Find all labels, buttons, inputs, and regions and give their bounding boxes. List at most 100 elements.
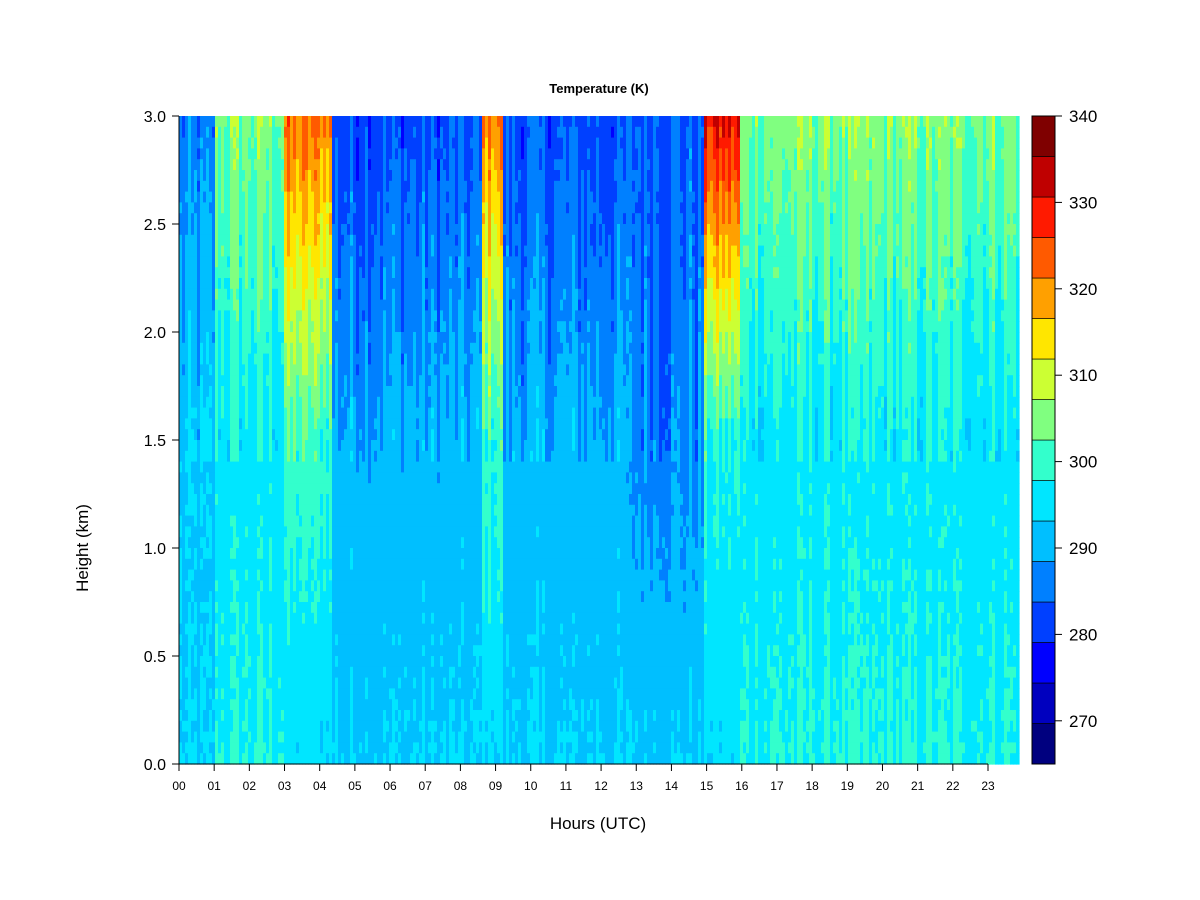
heatmap-cell: [329, 202, 333, 214]
heatmap-cell: [323, 677, 327, 689]
heatmap-cell: [365, 558, 369, 571]
heatmap-cell: [398, 234, 402, 247]
heatmap-cell: [386, 418, 390, 430]
heatmap-cell: [263, 710, 267, 722]
heatmap-cell: [365, 234, 369, 247]
heatmap-cell: [413, 234, 417, 247]
heatmap-cell: [263, 310, 267, 322]
heatmap-cell: [293, 137, 297, 149]
heatmap-cell: [362, 677, 366, 689]
heatmap-cell: [350, 353, 354, 365]
heatmap-cell: [365, 494, 369, 506]
heatmap-cell: [275, 526, 279, 538]
heatmap-cell: [365, 612, 369, 625]
heatmap-cell: [371, 321, 375, 333]
heatmap-cell: [293, 418, 297, 430]
heatmap-cell: [212, 666, 216, 679]
heatmap-cell: [410, 699, 414, 711]
heatmap-cell: [272, 623, 276, 635]
heatmap-cell: [317, 548, 321, 560]
heatmap-cell: [338, 224, 342, 236]
heatmap-cell: [200, 170, 204, 182]
heatmap-cell: [401, 288, 405, 301]
heatmap-cell: [326, 645, 330, 657]
heatmap-cell: [344, 224, 348, 236]
heatmap-cell: [419, 515, 423, 527]
heatmap-cell: [230, 494, 234, 506]
heatmap-cell: [326, 429, 330, 441]
heatmap-cell: [326, 148, 330, 160]
heatmap-cell: [218, 504, 222, 517]
heatmap-cell: [224, 407, 228, 419]
heatmap-cell: [278, 310, 282, 322]
heatmap-cell: [401, 126, 405, 139]
heatmap-cell: [359, 375, 363, 387]
heatmap-cell: [293, 429, 297, 441]
heatmap-cell: [347, 558, 351, 571]
heatmap-cell: [200, 699, 204, 711]
heatmap-cell: [359, 591, 363, 603]
heatmap-cell: [314, 137, 318, 149]
heatmap-cell: [347, 612, 351, 625]
heatmap-cell: [386, 591, 390, 603]
heatmap-cell: [242, 159, 246, 171]
heatmap-cell: [305, 537, 309, 549]
heatmap-cell: [245, 515, 249, 527]
heatmap-cell: [278, 537, 282, 549]
heatmap-cell: [422, 569, 426, 581]
heatmap-cell: [251, 310, 255, 322]
heatmap-cell: [254, 548, 258, 560]
heatmap-cell: [302, 548, 306, 560]
heatmap-cell: [374, 569, 378, 581]
heatmap-cell: [278, 645, 282, 657]
heatmap-cell: [329, 310, 333, 322]
heatmap-cell: [386, 569, 390, 581]
heatmap-cell: [395, 159, 399, 171]
heatmap-cell: [284, 537, 288, 549]
heatmap-cell: [353, 353, 357, 365]
heatmap-cell: [194, 245, 198, 257]
heatmap-cell: [209, 483, 213, 495]
heatmap-cell: [212, 256, 216, 268]
heatmap-cell: [305, 342, 309, 355]
heatmap-cell: [344, 191, 348, 203]
heatmap-cell: [203, 720, 207, 733]
heatmap-cell: [248, 256, 252, 268]
heatmap-cell: [284, 321, 288, 333]
heatmap-cell: [353, 461, 357, 473]
heatmap-cell: [410, 256, 414, 268]
heatmap-cell: [377, 494, 381, 506]
heatmap-cell: [242, 710, 246, 722]
heatmap-cell: [416, 602, 420, 614]
heatmap-cell: [266, 321, 270, 333]
heatmap-cell: [182, 170, 186, 182]
heatmap-cell: [311, 645, 315, 657]
heatmap-cell: [293, 191, 297, 203]
heatmap-cell: [248, 245, 252, 257]
heatmap-cell: [254, 688, 258, 700]
heatmap-cell: [266, 537, 270, 549]
heatmap-cell: [320, 483, 324, 495]
heatmap-cell: [239, 116, 243, 128]
heatmap-cell: [209, 191, 213, 203]
heatmap-cell: [389, 504, 393, 517]
heatmap-cell: [200, 278, 204, 290]
heatmap-cell: [398, 278, 402, 290]
heatmap-cell: [224, 364, 228, 376]
heatmap-cell: [254, 515, 258, 527]
heatmap-cell: [320, 677, 324, 689]
heatmap-cell: [401, 429, 405, 441]
heatmap-cell: [287, 677, 291, 689]
heatmap-cell: [332, 407, 336, 419]
heatmap-cell: [299, 353, 303, 365]
heatmap-cell: [320, 688, 324, 700]
heatmap-cell: [272, 602, 276, 614]
heatmap-cell: [278, 116, 282, 128]
heatmap-cell: [182, 558, 186, 571]
heatmap-cell: [410, 224, 414, 236]
heatmap-cell: [377, 396, 381, 409]
heatmap-cell: [341, 591, 345, 603]
heatmap-cell: [395, 731, 399, 743]
heatmap-cell: [212, 137, 216, 149]
heatmap-cell: [299, 472, 303, 484]
